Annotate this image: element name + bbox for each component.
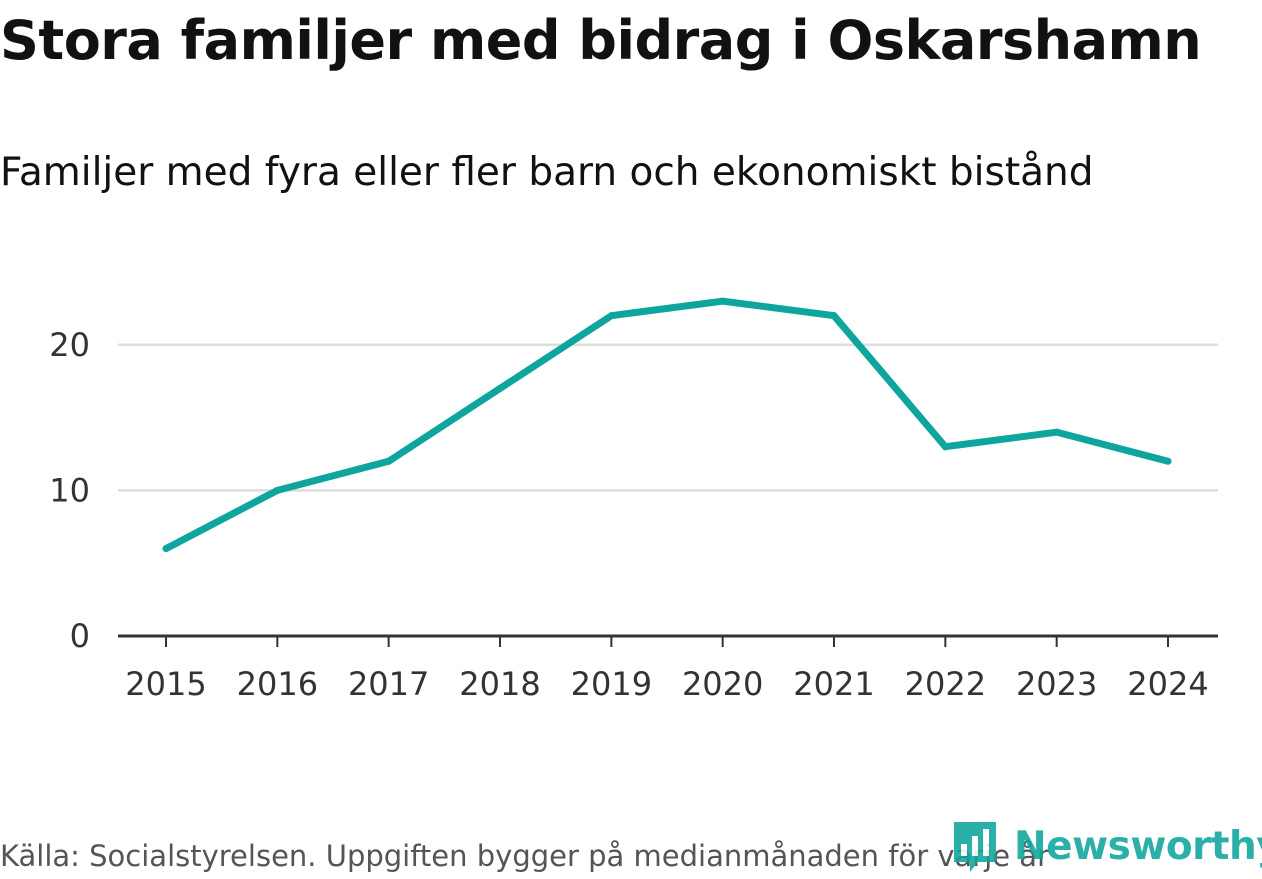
source-note: Källa: Socialstyrelsen. Uppgiften bygger… (0, 839, 1049, 873)
y-tick-label: 10 (49, 471, 90, 509)
data-point (496, 384, 504, 392)
x-tick-label: 2016 (237, 665, 318, 703)
data-point (385, 457, 393, 465)
data-point (607, 312, 615, 320)
x-axis (118, 634, 1218, 647)
y-tick-label: 0 (70, 617, 90, 655)
chart-subtitle: Familjer med fyra eller fler barn och ek… (0, 150, 1094, 195)
x-tick-label: 2024 (1127, 665, 1208, 703)
data-point (719, 297, 727, 305)
x-tick-label: 2020 (682, 665, 763, 703)
data-point (830, 312, 838, 320)
data-point (941, 443, 949, 451)
data-point (1053, 428, 1061, 436)
series-line (164, 297, 1169, 552)
data-point (1164, 457, 1172, 465)
newsworthy-logo: Newsworthy (950, 818, 1262, 876)
x-tick-label: 2017 (348, 665, 429, 703)
x-tick-label: 2021 (793, 665, 874, 703)
x-axis-tick-labels: 2015 2016 2017 2018 2019 2020 2021 2022 2023 2024 (125, 665, 1208, 703)
data-point (162, 545, 170, 553)
series-lines (162, 297, 1172, 553)
y-axis-tick-labels: 0 10 20 (49, 326, 90, 655)
data-point (273, 486, 281, 494)
y-tick-label: 20 (49, 326, 90, 364)
chart-title: Stora familjer med bidrag i Oskarshamn (0, 9, 1202, 72)
x-tick-label: 2022 (905, 665, 986, 703)
x-tick-label: 2018 (459, 665, 540, 703)
newsworthy-logo-text: Newsworthy (1014, 824, 1262, 869)
x-tick-label: 2019 (571, 665, 652, 703)
newsworthy-logo-icon (954, 822, 996, 872)
x-tick-label: 2015 (125, 665, 206, 703)
x-tick-label: 2023 (1016, 665, 1097, 703)
gridlines (118, 343, 1218, 492)
